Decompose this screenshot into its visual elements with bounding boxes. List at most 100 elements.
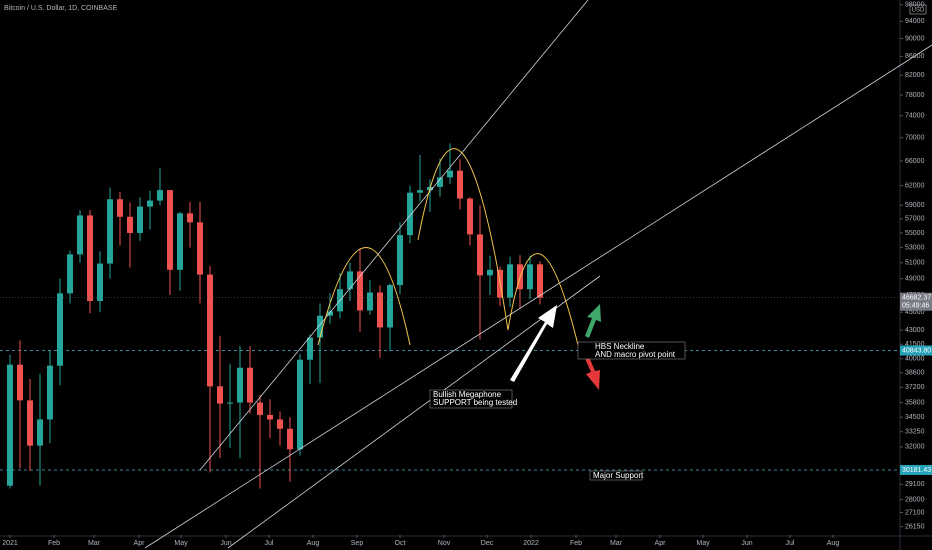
annotation-box bbox=[429, 389, 513, 409]
level-badge bbox=[900, 464, 932, 475]
x-tick-label: 2022 bbox=[523, 540, 539, 547]
y-tick-label: 27100 bbox=[905, 509, 925, 516]
candle-body bbox=[67, 254, 73, 294]
candle-body bbox=[237, 367, 243, 403]
x-tick-label: Apr bbox=[134, 540, 146, 547]
arc bbox=[507, 253, 579, 346]
annotation: Major Support bbox=[593, 471, 644, 480]
y-tick-label: 51000 bbox=[905, 260, 925, 267]
x-tick-label: Oct bbox=[395, 540, 406, 547]
candle-body bbox=[217, 386, 223, 404]
level-label: 30181.43 bbox=[902, 467, 931, 474]
y-tick-label: 74000 bbox=[905, 113, 925, 120]
y-tick-label: 45000 bbox=[905, 309, 925, 316]
plot bbox=[0, 143, 900, 489]
x-tick-label: Nov bbox=[438, 540, 451, 547]
y-tick-label: 33250 bbox=[905, 429, 925, 436]
y-tick-label: 59000 bbox=[905, 202, 925, 209]
level-label: 40843.80 bbox=[902, 347, 931, 354]
candle-body bbox=[37, 419, 43, 446]
y-tick-label: 66000 bbox=[905, 158, 925, 165]
x-tick-label: 2021 bbox=[2, 540, 18, 547]
candle-body bbox=[527, 264, 533, 290]
candle-body bbox=[487, 269, 493, 276]
candle-body bbox=[267, 414, 273, 420]
y-tick-label: 29100 bbox=[905, 481, 925, 488]
y-tick-label: 90000 bbox=[905, 35, 925, 42]
arrow-down bbox=[583, 352, 600, 390]
candle-body bbox=[167, 190, 173, 270]
candle-body bbox=[437, 177, 443, 187]
x-tick-label: May bbox=[696, 540, 710, 547]
y-tick-label: 98000 bbox=[905, 2, 925, 9]
y-tick-label: 86000 bbox=[905, 53, 925, 60]
candle-body bbox=[57, 293, 63, 366]
y-tick-label: 40000 bbox=[905, 356, 925, 363]
candle-body bbox=[117, 199, 123, 217]
x-tick-label: Feb bbox=[48, 540, 60, 547]
candle-body bbox=[147, 200, 153, 207]
x-tick-label: Sep bbox=[351, 540, 364, 547]
annotation: Bullish Megaphone bbox=[433, 390, 502, 399]
chart-title: Bitcoin / U.S. Dollar, 1D, COINBASE bbox=[4, 5, 118, 12]
candle-body bbox=[327, 311, 333, 316]
level-badge bbox=[900, 345, 932, 356]
x-tick-label: Jul bbox=[265, 540, 274, 547]
arrow-up bbox=[585, 304, 601, 338]
trend-line bbox=[144, 44, 932, 549]
x-tick-label: Aug bbox=[827, 540, 840, 547]
candle-body bbox=[507, 264, 513, 298]
last-price-badge bbox=[900, 292, 932, 311]
candle-body bbox=[127, 216, 133, 233]
y-tick-label: 32000 bbox=[905, 444, 925, 451]
annotation: HBS Neckline bbox=[595, 342, 645, 351]
x-tick-label: Jun bbox=[741, 540, 752, 547]
trend-line bbox=[199, 0, 589, 471]
candle-body bbox=[197, 222, 203, 275]
x-tick-label: Mar bbox=[88, 540, 101, 547]
candle-body bbox=[227, 402, 233, 404]
candle-body bbox=[317, 315, 323, 338]
candle-body bbox=[397, 235, 403, 286]
candle-body bbox=[377, 292, 383, 328]
candle-body bbox=[87, 215, 93, 301]
trend-line bbox=[227, 275, 601, 549]
candle-body bbox=[297, 359, 303, 450]
candle-body bbox=[307, 337, 313, 360]
candle-body bbox=[357, 271, 363, 311]
arrow bbox=[510, 305, 557, 382]
candle-body bbox=[7, 364, 13, 486]
currency-box bbox=[909, 4, 927, 15]
y-tick-label: 94000 bbox=[905, 18, 925, 25]
x-tick-label: Jun bbox=[220, 540, 231, 547]
candle-body bbox=[107, 199, 113, 264]
candle-body bbox=[347, 271, 353, 290]
candle-body bbox=[477, 234, 483, 276]
candle-body bbox=[277, 419, 283, 429]
y-tick-label: 35800 bbox=[905, 399, 925, 406]
y-tick-label: 34500 bbox=[905, 414, 925, 421]
candle-body bbox=[537, 264, 543, 298]
candle-body bbox=[77, 215, 83, 255]
candle-body bbox=[417, 190, 423, 193]
candle-body bbox=[467, 198, 473, 235]
arc bbox=[317, 247, 411, 346]
candle-body bbox=[157, 190, 163, 201]
y-tick-label: 53000 bbox=[905, 244, 925, 251]
x-tick-label: Apr bbox=[655, 540, 667, 547]
currency: USD bbox=[912, 8, 925, 14]
candle-body bbox=[367, 292, 373, 311]
candle-body bbox=[257, 402, 263, 415]
candle-body bbox=[287, 428, 293, 450]
x-tick-label: Dec bbox=[481, 540, 494, 547]
annotation-box bbox=[589, 470, 643, 481]
candle-body bbox=[407, 192, 413, 236]
annotation: AND macro pivot point bbox=[595, 350, 676, 359]
candle-body bbox=[187, 213, 193, 223]
y-tick-label: 70000 bbox=[905, 135, 925, 142]
y-tick-label: 38600 bbox=[905, 370, 925, 377]
y-tick-label: 57000 bbox=[905, 216, 925, 223]
candle-body bbox=[247, 367, 253, 403]
annotation-box bbox=[577, 341, 686, 360]
